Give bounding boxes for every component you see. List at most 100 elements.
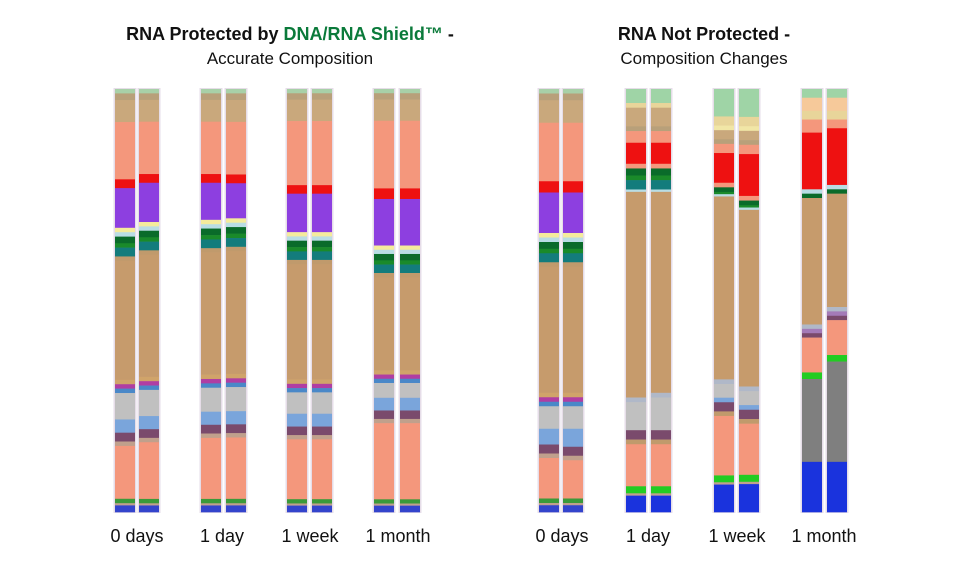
bar-segment <box>139 442 159 500</box>
bar-segment <box>374 505 394 513</box>
bar-segment <box>400 418 420 424</box>
bar-segment <box>374 382 394 399</box>
bar-segment <box>539 392 559 398</box>
bar-segment <box>312 439 332 500</box>
bar-segment <box>714 187 734 193</box>
bar-segment <box>287 236 307 241</box>
bar-segment <box>226 498 246 504</box>
bar-segment <box>201 174 221 184</box>
bar-segment <box>226 227 246 234</box>
bar-segment <box>626 191 646 398</box>
bar-segment <box>651 126 671 132</box>
bar-segment <box>651 430 671 440</box>
lane <box>825 88 849 513</box>
bar-segment <box>287 185 307 194</box>
bar-segment <box>539 248 559 254</box>
chart-title: RNA Not Protected - <box>464 22 944 46</box>
bar-segment <box>287 426 307 436</box>
bar-segment <box>400 253 420 261</box>
bar-segment <box>201 411 221 426</box>
bar-segment <box>539 122 559 182</box>
bar-segment <box>714 182 734 188</box>
lane <box>737 88 761 513</box>
bar-segment <box>139 174 159 184</box>
bar-segment <box>374 89 394 94</box>
bar-segment <box>115 232 135 237</box>
lane <box>224 88 248 513</box>
bar-segment <box>374 99 394 122</box>
bar-segment <box>115 379 135 385</box>
bar-segment <box>739 89 759 118</box>
bar-segment <box>115 179 135 189</box>
bar-segment <box>115 89 135 94</box>
bar-segment <box>714 383 734 398</box>
bar-segment <box>115 388 135 394</box>
bar-segment <box>312 388 332 393</box>
bar-segment <box>312 247 332 252</box>
bar-segment <box>400 423 420 500</box>
bar-segment <box>539 266 559 394</box>
bar-segment <box>563 392 583 398</box>
bar-segment <box>312 383 332 389</box>
bar-segment <box>539 458 559 499</box>
bar-segment <box>739 144 759 155</box>
bar-segment <box>626 142 646 165</box>
bar-segment <box>312 499 332 504</box>
bar-segment <box>651 439 671 445</box>
bar-segment <box>115 247 135 257</box>
bar-segment <box>626 189 646 193</box>
bar-segment <box>312 232 332 237</box>
bar-segment <box>115 93 135 101</box>
bar-segment <box>139 230 159 238</box>
bar-segment <box>651 131 671 144</box>
bar-segment <box>539 453 559 459</box>
bar-segment <box>827 119 847 129</box>
bar-segment <box>714 191 734 195</box>
bar-segment <box>539 406 559 430</box>
bar-segment <box>626 486 646 494</box>
bar-segment <box>374 198 394 246</box>
bar-segment <box>287 89 307 94</box>
bar-segment <box>563 93 583 101</box>
bar-segment <box>115 419 135 433</box>
bar-segment <box>651 189 671 193</box>
bar-segment <box>139 222 159 227</box>
bar-segment <box>714 153 734 184</box>
bar-segment <box>374 253 394 261</box>
bar-segment <box>312 505 332 513</box>
bar-segment <box>374 503 394 506</box>
bar-segment <box>226 99 246 123</box>
bar-segment <box>651 175 671 181</box>
bar-segment <box>115 498 135 504</box>
bar-segment <box>115 260 135 381</box>
bar-segment <box>802 337 822 373</box>
bar-segment <box>626 89 646 104</box>
bar-segment <box>287 93 307 100</box>
bar-segment <box>115 432 135 442</box>
bar-segment <box>651 107 671 127</box>
bar-segment <box>226 505 246 513</box>
bar-segment <box>802 89 822 99</box>
bar-segment <box>201 239 221 249</box>
bar-segment <box>201 433 221 439</box>
bar-segment <box>312 93 332 100</box>
bar-segment <box>802 328 822 334</box>
bar-segment <box>115 505 135 513</box>
bar-segment <box>802 193 822 199</box>
bar-segment <box>287 439 307 500</box>
bar-segment <box>563 89 583 94</box>
bar-segment <box>626 168 646 176</box>
bar-segment <box>651 495 671 513</box>
bar-segment <box>226 121 246 175</box>
bar-segment <box>539 498 559 504</box>
bar-segment <box>287 383 307 389</box>
bar-segment <box>714 397 734 403</box>
bar-segment <box>287 388 307 393</box>
bar-segment <box>400 378 420 384</box>
bar-segment <box>139 385 159 391</box>
bar-segment <box>287 193 307 233</box>
bar-segment <box>563 455 583 461</box>
bar-segment <box>563 253 583 263</box>
panel-title-protected: RNA Protected by DNA/RNA Shield™ - Accur… <box>50 22 530 72</box>
bar-segment <box>626 439 646 445</box>
